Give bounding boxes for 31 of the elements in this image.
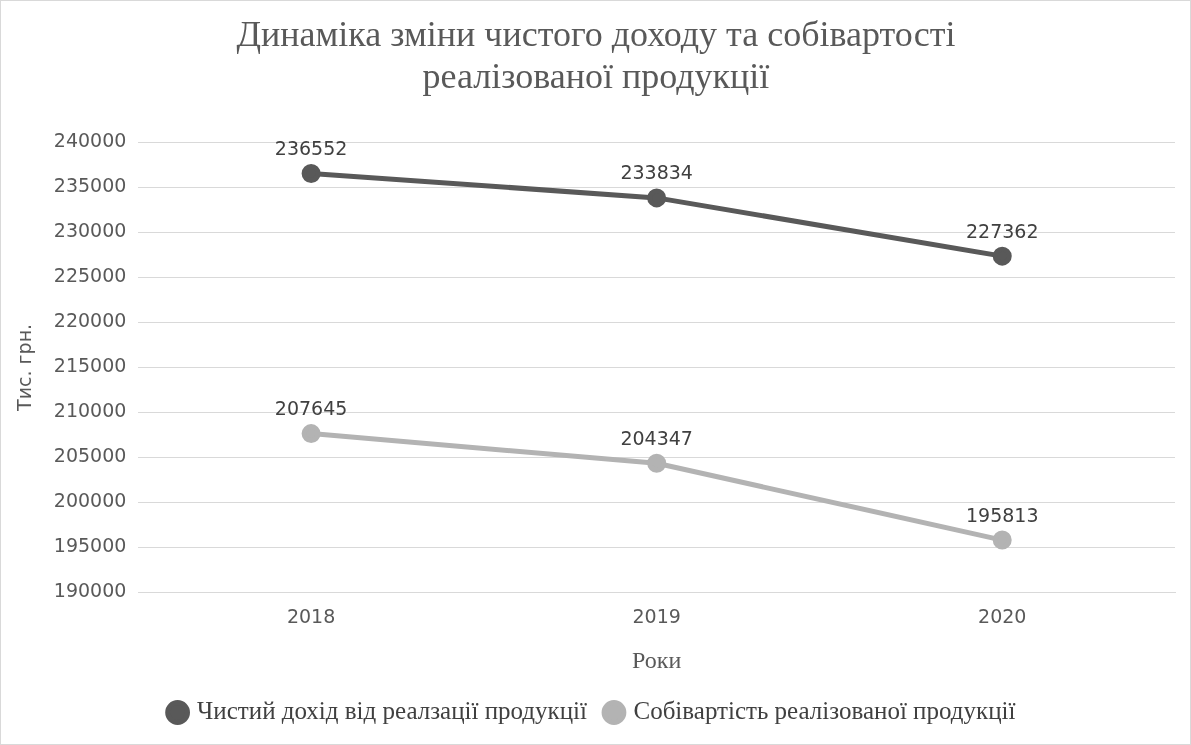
y-tick-label: 225000: [53, 264, 127, 287]
data-label: 195813: [965, 503, 1039, 526]
legend-label: Собівартість реалізованої продукції: [633, 697, 1016, 725]
y-tick-label: 205000: [53, 444, 127, 467]
data-label: 227362: [965, 219, 1039, 242]
y-tick-label: 200000: [53, 489, 127, 512]
x-axis-title: Роки: [632, 646, 682, 673]
y-tick-label: 220000: [53, 309, 127, 332]
x-tick-label: 2019: [632, 604, 681, 627]
y-tick-label: 230000: [53, 219, 127, 242]
y-axis-title: Тис. грн.: [13, 323, 36, 412]
data-label: 207645: [274, 397, 348, 420]
point: [992, 246, 1012, 266]
data-label: 204347: [620, 426, 693, 449]
point: [301, 163, 321, 183]
data-label: 233834: [620, 161, 693, 184]
data-label: 236552: [274, 136, 348, 159]
point: [992, 530, 1012, 550]
y-tick-label: 240000: [53, 129, 127, 152]
y-tick-label: 210000: [53, 399, 127, 422]
y-tick-label: 195000: [53, 534, 127, 557]
y-tick-label: 215000: [53, 354, 127, 377]
point: [647, 453, 667, 473]
y-tick-label: 190000: [53, 579, 127, 602]
x-tick-label: 2020: [978, 604, 1027, 627]
y-tick-label: 235000: [53, 174, 127, 197]
point: [301, 424, 321, 444]
point: [647, 188, 667, 208]
legend-label: Чистий дохід від реалзації продукції: [197, 697, 588, 725]
x-tick-label: 2018: [286, 604, 336, 627]
chart-title: Динаміка зміни чистого доходу та собівартості реалізованої продукції: [235, 13, 957, 97]
